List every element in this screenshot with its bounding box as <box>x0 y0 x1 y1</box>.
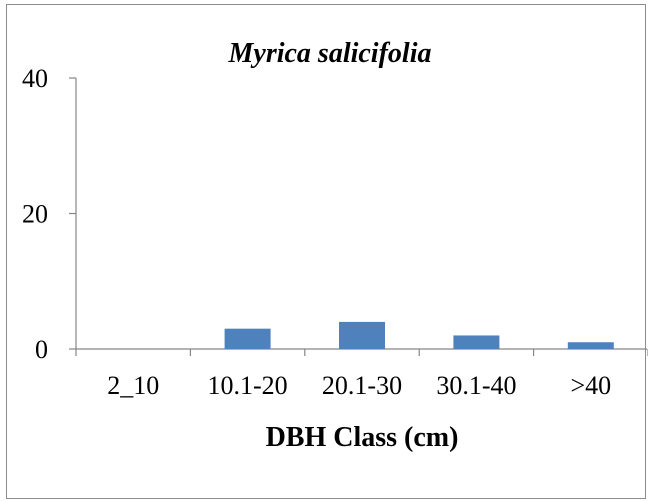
y-tick-label: 40 <box>22 64 48 93</box>
bar <box>453 335 499 349</box>
x-tick-labels: 2_10 10.1-20 20.1-30 30.1-40 >40 <box>107 371 611 400</box>
bar <box>339 322 385 349</box>
x-tick-label: 30.1-40 <box>436 371 516 400</box>
x-tick-label: 2_10 <box>107 371 159 400</box>
x-tick-label: 10.1-20 <box>208 371 288 400</box>
x-axis-title: DBH Class (cm) <box>266 422 459 453</box>
x-tick-label: 20.1-30 <box>322 371 402 400</box>
bars <box>225 322 614 349</box>
y-tick-labels: 0 20 40 <box>22 64 48 364</box>
bar <box>568 342 614 349</box>
y-tick-label: 0 <box>35 335 48 364</box>
bar <box>225 329 271 349</box>
y-tick-label: 20 <box>22 200 48 229</box>
axes <box>69 78 648 356</box>
chart-title: Myrica salicifolia <box>228 38 432 69</box>
x-tick-label: >40 <box>570 371 611 400</box>
